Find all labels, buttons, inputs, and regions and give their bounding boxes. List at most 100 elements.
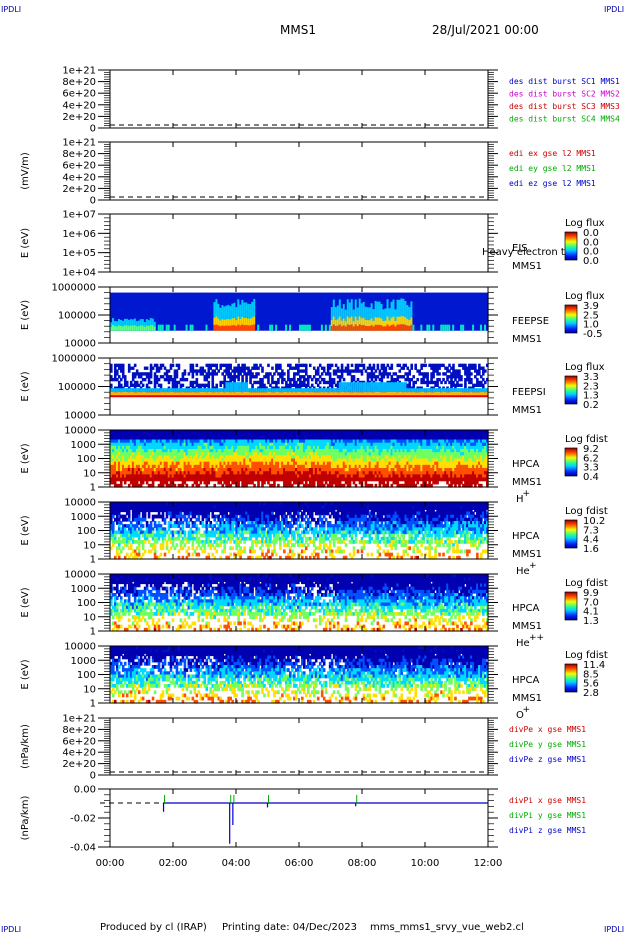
heatmap-cell <box>183 392 187 396</box>
heatmap-cell <box>316 383 320 387</box>
heatmap-cell <box>334 307 338 331</box>
heatmap-cell <box>271 452 274 456</box>
heatmap-cell <box>241 433 244 437</box>
heatmap-cell <box>185 292 189 331</box>
heatmap-cell <box>293 392 296 396</box>
heatmap-cell <box>115 445 119 450</box>
heatmap-cell <box>131 366 135 370</box>
heatmap-cell <box>203 433 207 437</box>
heatmap-cell <box>117 383 121 387</box>
heatmap-cell <box>450 383 453 387</box>
heatmap-cell <box>444 366 447 370</box>
heatmap-cell <box>149 483 153 488</box>
heatmap-cell <box>147 386 151 390</box>
heatmap-cell <box>275 433 278 437</box>
heatmap-cell <box>446 388 449 393</box>
heatmap-cell <box>293 372 296 376</box>
heatmap-cell <box>129 436 133 441</box>
heatmap-cell <box>247 474 250 479</box>
heatmap-cell <box>261 430 264 434</box>
heatmap-cell <box>300 375 304 379</box>
heatmap-cell <box>110 461 113 466</box>
heatmap-cell <box>233 458 236 463</box>
heatmap-cell <box>334 325 338 331</box>
heatmap-cell <box>185 483 189 488</box>
heatmap-cell <box>332 388 336 393</box>
heatmap-cell <box>259 449 262 453</box>
heatmap-cell <box>458 369 461 373</box>
heatmap-cell <box>199 388 203 393</box>
heatmap-cell <box>223 449 226 453</box>
heatmap-cell <box>225 449 228 453</box>
heatmap-cell <box>227 483 230 488</box>
heatmap-cell <box>271 436 274 441</box>
heatmap-cell <box>300 383 304 387</box>
heatmap-cell <box>241 483 244 488</box>
heatmap-cell <box>191 433 195 437</box>
heatmap-cell <box>348 382 352 393</box>
heatmap-cell <box>219 395 223 398</box>
heatmap-cell <box>239 455 242 460</box>
heatmap-cell <box>340 372 344 376</box>
heatmap-cell <box>175 477 179 482</box>
heatmap-cell <box>201 442 205 447</box>
heatmap-cell <box>155 433 159 437</box>
heatmap-cell <box>474 366 477 370</box>
heatmap-cell <box>269 445 272 450</box>
heatmap-cell <box>163 455 167 460</box>
heatmap-cell <box>438 363 441 368</box>
heatmap-cell <box>187 372 191 376</box>
heatmap-cell <box>253 430 256 434</box>
heatmap-cell <box>161 452 165 456</box>
heatmap-cell <box>231 445 234 450</box>
heatmap-cell <box>189 464 193 469</box>
heatmap-cell <box>265 292 268 331</box>
heatmap-cell <box>384 369 388 373</box>
heatmap-cell <box>430 388 433 393</box>
heatmap-cell <box>191 388 195 393</box>
heatmap-cell <box>350 382 354 393</box>
heatmap-cell <box>261 380 264 385</box>
heatmap-cell <box>173 369 177 373</box>
heatmap-cell <box>205 474 209 479</box>
heatmap-cell <box>141 383 145 387</box>
heatmap-cell <box>133 292 137 331</box>
heatmap-cell <box>155 377 159 382</box>
heatmap-cell <box>466 377 469 382</box>
heatmap-cell <box>137 436 141 441</box>
heatmap-cell <box>167 380 171 385</box>
heatmap-cell <box>125 433 129 437</box>
heatmap-cell <box>159 452 163 456</box>
heatmap-cell <box>207 392 211 396</box>
heatmap-cell <box>273 461 276 466</box>
heatmap-cell <box>362 366 366 370</box>
heatmap-cell <box>159 375 163 379</box>
heatmap-cell <box>111 325 115 331</box>
heatmap-cell <box>380 382 384 393</box>
heatmap-cell <box>171 388 175 393</box>
heatmap-cell <box>115 388 119 393</box>
heatmap-cell <box>207 439 211 444</box>
heatmap-cell <box>422 363 425 368</box>
heatmap-cell <box>161 468 165 472</box>
heatmap-cell <box>312 375 316 379</box>
heatmap-cell <box>249 455 252 460</box>
heatmap-cell <box>287 292 290 331</box>
heatmap-cell <box>185 471 189 475</box>
heatmap-cell <box>388 366 392 370</box>
heatmap-cell <box>263 392 266 396</box>
heatmap-cell <box>370 382 374 393</box>
heatmap-cell <box>233 477 236 482</box>
heatmap-cell <box>181 483 185 488</box>
heatmap-cell <box>173 439 177 444</box>
heatmap-cell <box>414 366 417 370</box>
heatmap-cell <box>241 366 244 370</box>
heatmap-cell <box>119 452 123 456</box>
heatmap-cell <box>153 321 157 331</box>
heatmap-cell <box>263 464 266 469</box>
heatmap-cell <box>275 445 278 450</box>
heatmap-cell <box>113 372 117 376</box>
heatmap-cell <box>193 388 197 393</box>
heatmap-cell <box>478 292 481 331</box>
heatmap-cell <box>151 325 155 331</box>
